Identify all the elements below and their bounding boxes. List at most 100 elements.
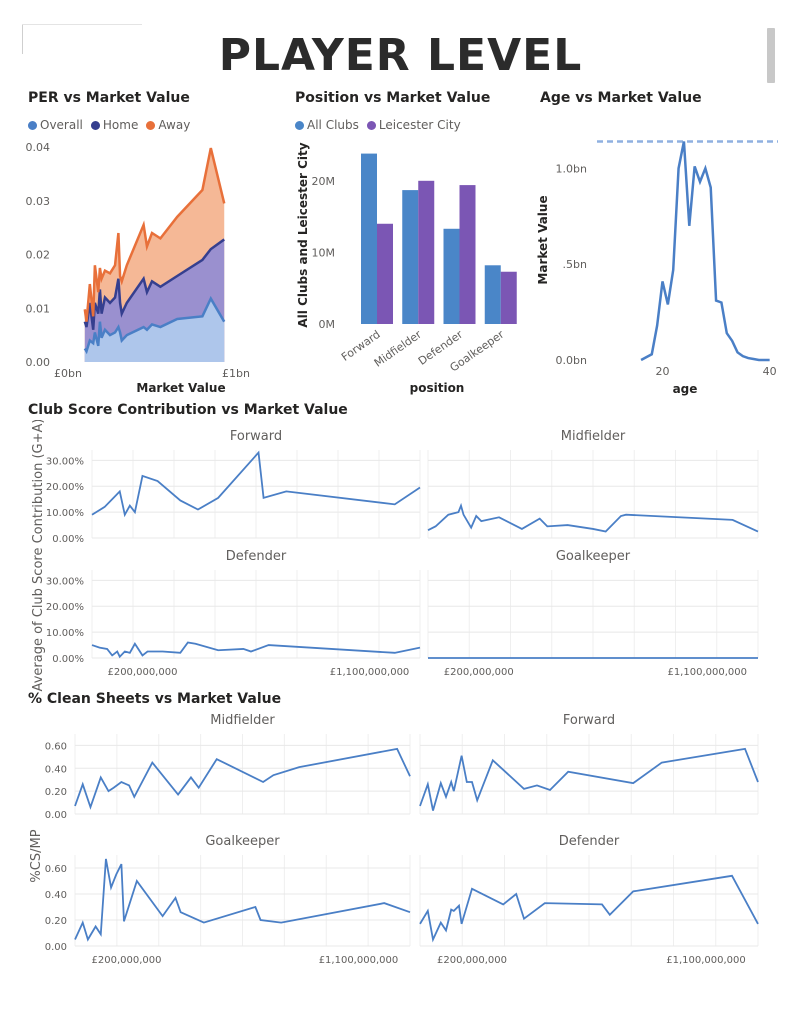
y-tick-label: 0M bbox=[319, 318, 336, 331]
y-tick-label: 0.00 bbox=[45, 942, 67, 953]
club-score-line-midfielder bbox=[427, 502, 759, 533]
legend-label: Home bbox=[102, 118, 139, 132]
y-tick-label: 0.00 bbox=[45, 810, 67, 821]
y-axis-label: Average of Club Score Contribution (G+A) bbox=[31, 420, 46, 691]
y-tick-label: 30.00% bbox=[46, 576, 84, 587]
x-tick-label: Midfielder bbox=[372, 328, 425, 370]
bar-goalkeeper-leicester bbox=[500, 271, 517, 324]
leicester-dot-icon bbox=[366, 120, 376, 130]
club-score-panel-title: Midfielder bbox=[561, 429, 626, 444]
scrollbar[interactable] bbox=[767, 28, 775, 83]
y-tick-label: 0.00% bbox=[52, 654, 84, 665]
clean-sheets-line-midfielder bbox=[74, 747, 411, 810]
y-tick-label: 0.02 bbox=[26, 249, 51, 262]
x-axis-label: position bbox=[410, 381, 465, 395]
away-line bbox=[83, 147, 226, 322]
y-tick-label: 10.00% bbox=[46, 508, 84, 519]
y-tick-label: 0.0bn bbox=[556, 354, 587, 367]
x-tick-label: 20 bbox=[656, 365, 670, 378]
y-tick-label: 10.00% bbox=[46, 628, 84, 639]
age-chart-title: Age vs Market Value bbox=[540, 90, 702, 106]
legend-item-leicester[interactable]: Leicester City bbox=[366, 118, 461, 132]
overall-dot-icon bbox=[28, 120, 37, 130]
club-score-line-forward bbox=[91, 450, 421, 518]
bar-forward-all-clubs bbox=[361, 153, 377, 324]
x-tick-label: £1bn bbox=[222, 367, 250, 380]
clean-sheets-panel-title: Goalkeeper bbox=[205, 834, 280, 849]
legend-item-overall[interactable]: Overall bbox=[28, 118, 83, 132]
clean-sheets-panel-title: Defender bbox=[559, 834, 620, 849]
legend-label: Leicester City bbox=[378, 118, 461, 132]
club-score-panel-title: Defender bbox=[226, 549, 287, 564]
clean-sheets-panel-title: Forward bbox=[563, 713, 615, 728]
y-tick-label: 0.00 bbox=[26, 356, 51, 369]
clean-sheets-line-defender bbox=[419, 874, 759, 943]
y-axis-label: All Clubs and Leicester City bbox=[296, 142, 310, 327]
y-tick-label: 20.00% bbox=[46, 482, 84, 493]
legend-label: Away bbox=[158, 118, 191, 132]
club-score-chart-title: Club Score Contribution vs Market Value bbox=[28, 402, 348, 418]
x-tick-label: £200,000,000 bbox=[444, 667, 514, 678]
x-tick-label: £1,100,000,000 bbox=[319, 955, 399, 966]
clean-sheets-chart: Midfielder 0.00 0.20 0.40 0.60 Forward Goalkee… bbox=[29, 713, 759, 966]
y-tick-label: 1.0bn bbox=[556, 162, 587, 175]
y-tick-label: 0.04 bbox=[26, 141, 51, 154]
club-score-chart: Forward 0.00% 10.00% 20.00% 30.00% Midfielder… bbox=[31, 420, 759, 691]
y-tick-label: 0.60 bbox=[45, 741, 67, 752]
y-tick-label: 0.20 bbox=[45, 787, 67, 798]
club-score-line-defender bbox=[91, 641, 421, 659]
page-frame-edge bbox=[22, 24, 142, 25]
x-axis-label: age bbox=[673, 382, 698, 396]
page-frame-corner bbox=[22, 24, 23, 54]
legend-item-away[interactable]: Away bbox=[146, 118, 190, 132]
bar-midfielder-all-clubs bbox=[402, 190, 419, 324]
legend-item-all-clubs[interactable]: All Clubs bbox=[295, 118, 359, 132]
y-tick-label: 30.00% bbox=[46, 456, 84, 467]
age-chart: 0.0bn .5bn 1.0bn 20 40 Market Value age bbox=[536, 140, 778, 396]
club-score-panel-title: Forward bbox=[230, 429, 282, 444]
position-chart-title: Position vs Market Value bbox=[295, 90, 491, 106]
x-tick-label: £200,000,000 bbox=[92, 955, 162, 966]
x-tick-label: £200,000,000 bbox=[437, 955, 507, 966]
x-tick-label: £0bn bbox=[54, 367, 82, 380]
club-score-panel-title: Goalkeeper bbox=[556, 549, 631, 564]
clean-sheets-chart-title: % Clean Sheets vs Market Value bbox=[28, 691, 282, 707]
y-tick-label: 0.40 bbox=[45, 890, 67, 901]
bar-defender-leicester bbox=[459, 185, 476, 324]
all-clubs-dot-icon bbox=[295, 120, 304, 130]
bar-midfielder-leicester bbox=[418, 180, 435, 324]
per-chart-legend: Overall Home Away bbox=[28, 118, 190, 132]
clean-sheets-line-goalkeeper bbox=[74, 858, 411, 942]
age-value-line bbox=[640, 141, 770, 362]
y-axis-label: %CS/MP bbox=[29, 829, 44, 882]
legend-label: All Clubs bbox=[307, 118, 359, 132]
page-title: PLAYER LEVEL bbox=[218, 30, 583, 81]
x-tick-label: £1,100,000,000 bbox=[667, 667, 747, 678]
bar-defender-all-clubs bbox=[443, 228, 460, 324]
clean-sheets-panel-title: Midfielder bbox=[210, 713, 275, 728]
overall-line bbox=[83, 295, 226, 355]
y-axis-label: Market Value bbox=[536, 195, 550, 284]
y-tick-label: 0.40 bbox=[45, 764, 67, 775]
y-tick-label: 0.20 bbox=[45, 916, 67, 927]
clean-sheets-line-forward bbox=[419, 747, 759, 811]
home-dot-icon bbox=[90, 120, 100, 130]
y-tick-label: 10M bbox=[312, 246, 336, 259]
overall-area bbox=[84, 298, 225, 362]
y-tick-label: 20M bbox=[312, 175, 336, 188]
x-axis-label: Market Value bbox=[136, 381, 225, 395]
y-tick-label: 0.00% bbox=[52, 534, 84, 545]
x-tick-label: £1,100,000,000 bbox=[330, 667, 410, 678]
legend-label: Overall bbox=[40, 118, 83, 132]
per-chart-title: PER vs Market Value bbox=[28, 90, 190, 106]
bar-forward-leicester bbox=[377, 223, 393, 324]
legend-item-home[interactable]: Home bbox=[90, 118, 139, 132]
y-tick-label: .5bn bbox=[563, 258, 587, 271]
y-tick-label: 0.01 bbox=[26, 302, 51, 315]
away-dot-icon bbox=[146, 120, 156, 130]
bar-goalkeeper-all-clubs bbox=[484, 265, 501, 324]
position-chart-legend: All Clubs Leicester City bbox=[295, 118, 461, 132]
x-tick-label: £200,000,000 bbox=[107, 667, 177, 678]
